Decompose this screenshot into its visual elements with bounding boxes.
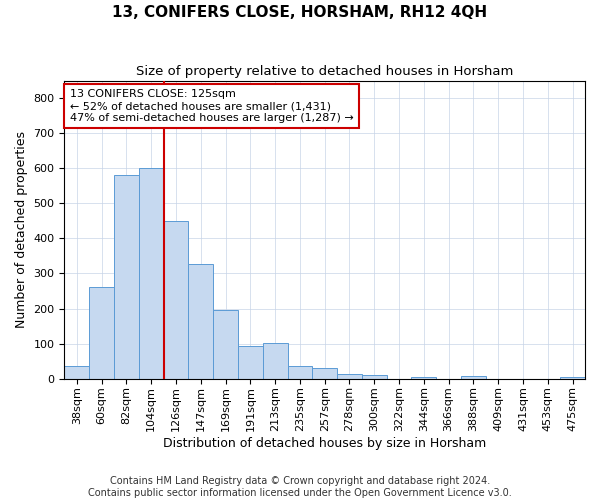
Bar (64, 366, 89, 378)
Bar (461, 376, 486, 378)
Bar (337, 374, 362, 378)
Bar (89, 287, 114, 378)
Bar (560, 377, 585, 378)
Bar (287, 366, 313, 378)
Bar (238, 346, 263, 378)
Bar (139, 168, 164, 378)
Y-axis label: Number of detached properties: Number of detached properties (15, 131, 28, 328)
Text: 13, CONIFERS CLOSE, HORSHAM, RH12 4QH: 13, CONIFERS CLOSE, HORSHAM, RH12 4QH (112, 5, 488, 20)
Text: 13 CONIFERS CLOSE: 125sqm
← 52% of detached houses are smaller (1,431)
47% of se: 13 CONIFERS CLOSE: 125sqm ← 52% of detac… (70, 90, 353, 122)
Title: Size of property relative to detached houses in Horsham: Size of property relative to detached ho… (136, 65, 514, 78)
Bar (412, 377, 436, 378)
Bar (263, 342, 287, 378)
Bar (213, 310, 238, 378)
Bar (362, 375, 386, 378)
Text: Contains HM Land Registry data © Crown copyright and database right 2024.
Contai: Contains HM Land Registry data © Crown c… (88, 476, 512, 498)
Bar (164, 221, 188, 378)
X-axis label: Distribution of detached houses by size in Horsham: Distribution of detached houses by size … (163, 437, 487, 450)
Bar (188, 264, 213, 378)
Bar (313, 368, 337, 378)
Bar (114, 176, 139, 378)
